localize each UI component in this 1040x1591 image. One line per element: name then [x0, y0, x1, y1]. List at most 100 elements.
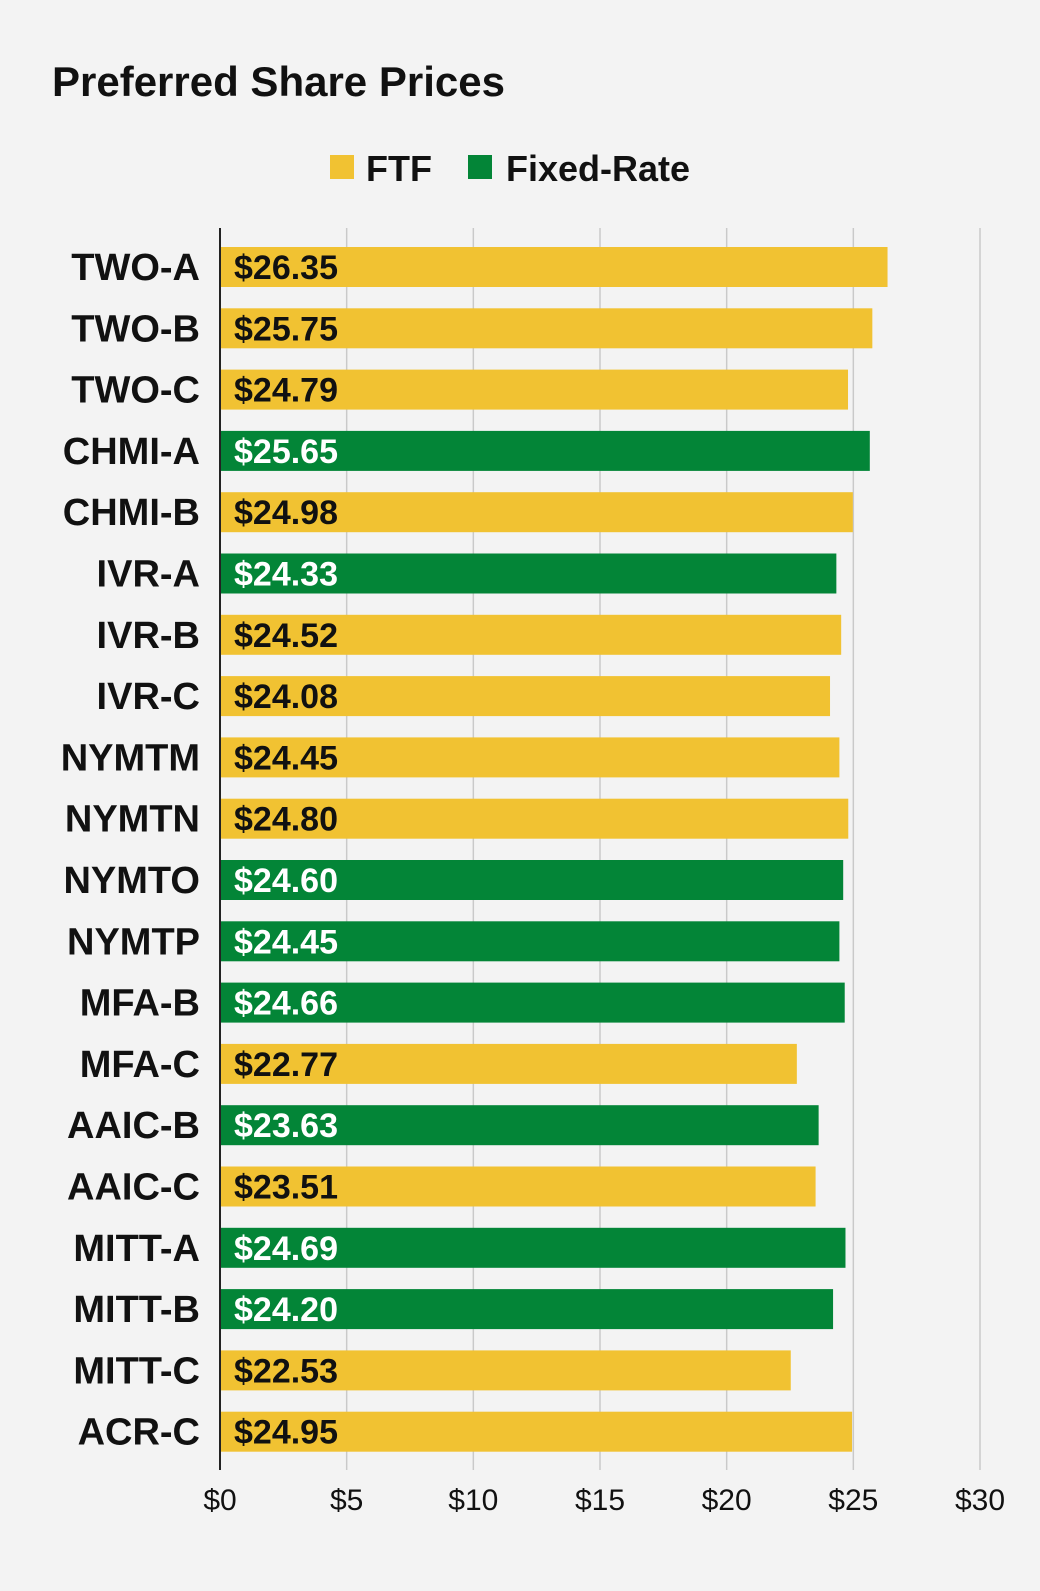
category-label: MITT-A: [73, 1228, 200, 1270]
bar-group: $24.33: [220, 553, 837, 594]
legend-swatch-ftf: [330, 155, 354, 179]
category-label: TWO-B: [71, 308, 200, 350]
category-label: ACR-C: [78, 1412, 200, 1454]
bar-group: $24.66: [220, 982, 845, 1023]
legend: FTF Fixed-Rate: [330, 148, 690, 189]
bar-ivr-c: [220, 676, 831, 717]
bar-group: $25.65: [220, 430, 870, 471]
bar-value-label: $24.33: [234, 556, 338, 594]
bar-nymto: [220, 860, 844, 900]
category-labels: TWO-A TWO-B TWO-C CHMI-A CHMI-B IVR-A IVR-B IVR…: [61, 247, 200, 1454]
bar-value-label: $24.66: [234, 985, 338, 1023]
bar-group: $24.60: [220, 860, 844, 900]
x-tick-label: $10: [448, 1484, 498, 1517]
bar-value-label: $26.35: [234, 249, 338, 287]
bar-group: $24.98: [220, 492, 853, 533]
bar-group: $24.45: [220, 921, 840, 962]
bar-value-label: $24.45: [234, 923, 338, 961]
bar-group: $24.52: [220, 614, 842, 655]
category-label: CHMI-B: [63, 492, 200, 534]
bar-value-label: $24.52: [234, 617, 338, 655]
category-label: MITT-B: [73, 1289, 200, 1331]
bar-two-a: [220, 247, 888, 287]
category-label: NYMTN: [65, 799, 200, 841]
category-label: NYMTP: [67, 921, 200, 963]
x-tick-label: $20: [702, 1484, 752, 1517]
bar-group: $24.79: [220, 369, 849, 410]
bar-value-label: $24.69: [234, 1230, 338, 1268]
bar-group: $24.45: [220, 737, 840, 778]
legend-swatch-fixed-rate: [468, 155, 492, 179]
legend-item-fixed-rate: Fixed-Rate: [468, 148, 690, 189]
bar-group: $24.08: [220, 676, 831, 717]
bar-group: $24.95: [220, 1411, 853, 1452]
bar-group: $26.35: [220, 247, 888, 287]
bar-mitt-b: [220, 1289, 834, 1330]
bar-group: $22.53: [220, 1350, 791, 1391]
bar-nymtn: [220, 798, 849, 839]
bar-two-b: [220, 308, 873, 349]
gridlines: [345, 228, 981, 1470]
bar-value-label: $25.75: [234, 310, 338, 348]
x-tick-label: $25: [828, 1484, 878, 1517]
category-label: IVR-A: [97, 554, 200, 596]
bar-aaic-b: [220, 1105, 819, 1146]
bar-value-label: $25.65: [234, 433, 338, 471]
category-label: IVR-B: [97, 615, 200, 657]
x-tick-label: $30: [955, 1484, 1005, 1517]
bar-group: $23.63: [220, 1105, 819, 1146]
bar-value-label: $24.20: [234, 1291, 338, 1329]
bar-mfa-c: [220, 1043, 797, 1084]
x-tick-label: $15: [575, 1484, 625, 1517]
category-label: IVR-C: [97, 676, 200, 718]
bar-value-label: $24.79: [234, 372, 338, 410]
legend-item-ftf: FTF: [330, 148, 432, 189]
category-label: AAIC-B: [67, 1105, 200, 1147]
bar-value-label: $24.80: [234, 801, 338, 839]
category-label: MFA-C: [80, 1044, 200, 1086]
bar-group: $24.20: [220, 1289, 834, 1330]
category-label: TWO-C: [71, 370, 200, 412]
bar-value-label: $23.63: [234, 1107, 338, 1145]
category-label: NYMTO: [63, 860, 200, 902]
x-tick-label: $5: [330, 1484, 363, 1517]
bar-group: $24.80: [220, 798, 849, 839]
bar-mitt-a: [220, 1227, 846, 1268]
bar-value-label: $24.98: [234, 494, 338, 532]
bar-nymtm: [220, 737, 840, 778]
bar-group: $22.77: [220, 1043, 797, 1084]
bar-value-label: $22.77: [234, 1046, 338, 1084]
bar-value-label: $22.53: [234, 1352, 338, 1390]
bar-value-label: $24.95: [234, 1414, 338, 1452]
bar-chmi-a: [220, 430, 870, 471]
legend-label-fixed-rate: Fixed-Rate: [506, 148, 690, 189]
chart-title: Preferred Share Prices: [52, 58, 505, 105]
legend-label-ftf: FTF: [366, 148, 432, 189]
category-label: CHMI-A: [63, 431, 200, 473]
bar-value-label: $24.45: [234, 739, 338, 777]
bar-group: $24.69: [220, 1227, 846, 1268]
bar-aaic-c: [220, 1166, 816, 1207]
bar-two-c: [220, 369, 849, 410]
bar-mfa-b: [220, 982, 845, 1023]
category-label: TWO-A: [71, 247, 200, 289]
category-label: AAIC-C: [67, 1167, 200, 1209]
bar-ivr-a: [220, 553, 837, 594]
bar-group: $25.75: [220, 308, 873, 349]
bar-nymtp: [220, 921, 840, 962]
category-label: MITT-C: [73, 1350, 200, 1392]
bar-group: $23.51: [220, 1166, 816, 1207]
x-tick-label: $0: [203, 1484, 236, 1517]
x-axis-tick-labels: $0 $5 $10 $15 $20 $25 $30: [203, 1484, 1005, 1517]
bar-value-label: $23.51: [234, 1169, 338, 1207]
bar-acr-c: [220, 1411, 853, 1452]
category-label: NYMTM: [61, 737, 200, 779]
bars: $26.35 $25.75 $24.79 $25.65 $24.98 $24.33 $24.…: [220, 247, 888, 1452]
bar-value-label: $24.60: [234, 862, 338, 900]
bar-value-label: $24.08: [234, 678, 338, 716]
bar-chmi-b: [220, 492, 853, 533]
category-label: MFA-B: [80, 983, 200, 1025]
bar-ivr-b: [220, 614, 842, 655]
